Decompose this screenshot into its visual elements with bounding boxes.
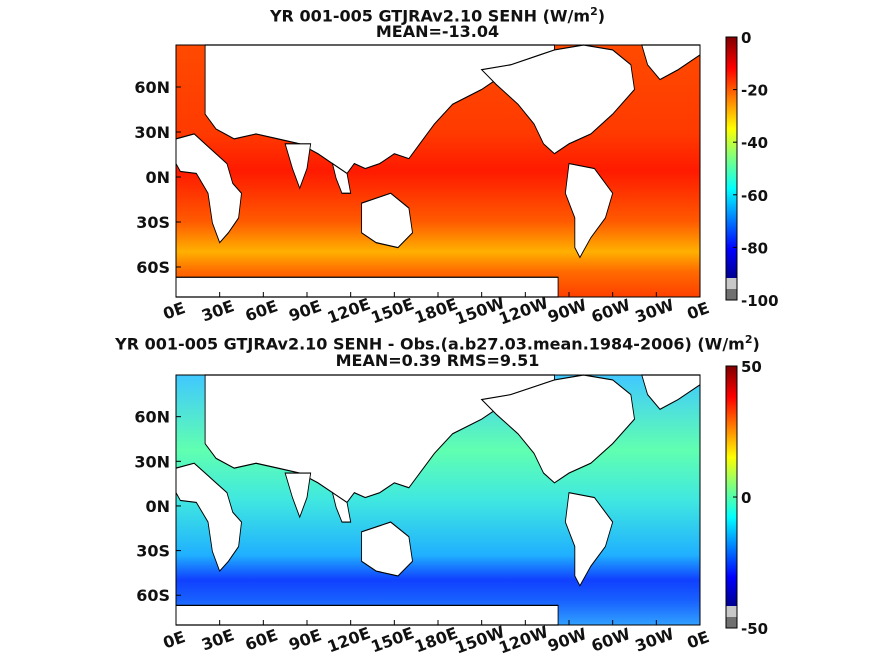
chart-2-title: YR 001-005 GTJRAv2.10 SENH - Obs.(a.b27.…	[115, 333, 760, 354]
colorbar-tick-label: 0	[741, 489, 751, 507]
y-tick-label: 60N	[134, 78, 170, 97]
y-tick-label: 30N	[134, 123, 170, 142]
x-tick-label: 150E	[368, 623, 416, 656]
x-tick-label: 90W	[545, 624, 589, 656]
chart-1-subtitle: MEAN=-13.04	[375, 22, 500, 41]
colorbar-gradient	[726, 366, 737, 606]
colorbar-tick-label: -80	[741, 239, 768, 257]
x-tick-label: 0E	[685, 627, 712, 652]
colorbar-1: 0 -20 -40 -60 -80 -100	[725, 29, 779, 310]
x-tick-label: 120E	[325, 623, 373, 656]
x-tick-label: 120E	[325, 294, 373, 327]
x-tick-label: 30W	[632, 624, 676, 656]
x-tick-label: 0E	[161, 627, 188, 652]
x-tick-label: 90E	[286, 296, 324, 325]
colorbar-2: 50 0 -50	[725, 358, 768, 638]
colorbar-under-light	[726, 278, 737, 289]
x-tick-label: 60W	[589, 624, 633, 656]
y-tick-label: 30N	[134, 452, 170, 471]
x-tick-label: 30E	[199, 625, 237, 654]
colorbar-gradient	[726, 37, 737, 278]
x-tick-label: 150E	[368, 294, 416, 327]
y-tick-label: 60S	[136, 258, 170, 277]
colorbar-under-dark	[726, 617, 737, 628]
x-tick-label: 30W	[632, 295, 676, 327]
y-tick-label: 30S	[136, 542, 170, 561]
colorbar-tick-label: 0	[741, 29, 751, 47]
colorbar-tick-label: 50	[741, 358, 762, 376]
x-tick-label: 60E	[243, 296, 281, 325]
colorbar-tick-label: -20	[741, 82, 768, 100]
colorbar-tick-label: -100	[741, 292, 779, 310]
colorbar-frame	[725, 36, 738, 301]
x-tick-label: 0E	[685, 298, 712, 323]
y-tick-label: 60N	[134, 408, 170, 427]
x-tick-label: 30E	[199, 296, 237, 325]
colorbar-tick-label: -50	[741, 620, 768, 638]
x-tick-label: 120W	[496, 622, 551, 656]
colorbar-tick-label: -60	[741, 187, 768, 205]
y-tick-label: 0N	[145, 168, 170, 187]
colorbar-tick-label: -40	[741, 134, 768, 152]
colorbar-under-dark	[726, 289, 737, 300]
x-tick-label: 0E	[161, 298, 188, 323]
x-tick-label: 120W	[496, 293, 551, 328]
y-tick-label: 60S	[136, 586, 170, 605]
x-tick-label: 60E	[243, 625, 281, 654]
x-tick-label: 90W	[545, 295, 589, 327]
chart-2-subtitle: MEAN=0.39 RMS=9.51	[335, 351, 540, 370]
y-tick-label: 30S	[136, 213, 170, 232]
y-tick-label: 0N	[145, 497, 170, 516]
x-tick-label: 60W	[589, 295, 633, 327]
colorbar-under-light	[726, 606, 737, 617]
chart-1-title: YR 001-005 GTJRAv2.10 SENH (W/m2)	[269, 5, 606, 26]
x-tick-label: 90E	[286, 625, 324, 654]
